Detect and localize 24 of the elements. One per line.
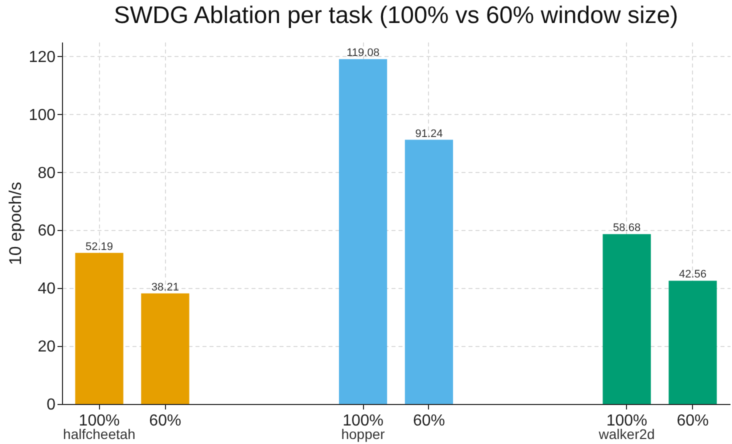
y-tick-label: 120	[28, 48, 56, 66]
data-label: 38.21	[151, 281, 179, 294]
bar	[602, 234, 651, 404]
data-label: 91.24	[415, 128, 443, 140]
bar	[404, 140, 454, 404]
y-tick-label: 0	[46, 396, 56, 414]
y-tick-label: 60	[38, 222, 56, 240]
y-axis-title: 10 epoch/s	[6, 182, 25, 266]
chart-title: SWDG Ablation per task (100% vs 60% window size)	[114, 2, 678, 29]
y-tick-label: 80	[38, 164, 56, 182]
bar	[75, 252, 124, 404]
x-tick-label: 60%	[412, 412, 445, 430]
x-tick-label: 60%	[149, 412, 182, 430]
y-tick-label: 100	[28, 106, 56, 124]
data-label: 42.56	[678, 268, 707, 281]
bar	[668, 280, 717, 404]
bar	[338, 59, 388, 404]
y-tick-label: 20	[38, 338, 56, 356]
data-label: 119.08	[346, 47, 380, 60]
y-tick-label: 40	[38, 280, 56, 298]
data-label: 58.68	[613, 222, 641, 234]
data-label: 52.19	[85, 240, 114, 253]
bar	[141, 293, 190, 404]
x-tick-label: 60%	[676, 412, 709, 430]
